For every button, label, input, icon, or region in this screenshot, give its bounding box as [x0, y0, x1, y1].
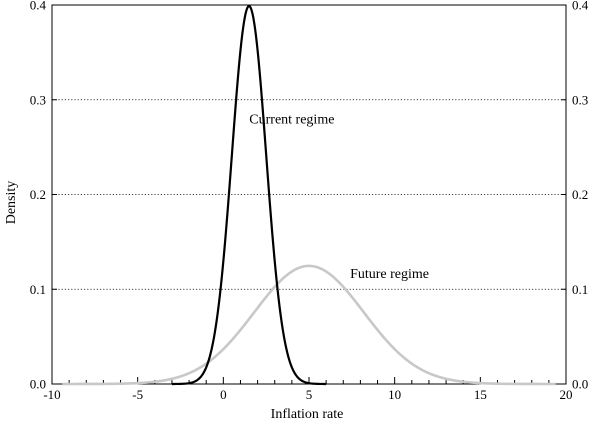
- y-tick-label-left: 0.1: [30, 282, 46, 297]
- y-tick-label-right: 0.0: [572, 377, 588, 392]
- annotation-current-regime: Current regime: [249, 112, 334, 127]
- x-tick-label: -5: [132, 387, 143, 402]
- y-tick-label-left: 0.4: [30, 0, 47, 13]
- y-tick-label-left: 0.3: [30, 92, 46, 107]
- x-tick-label: 0: [220, 387, 227, 402]
- y-tick-label-left: 0.2: [30, 187, 46, 202]
- x-axis-title: Inflation rate: [271, 407, 344, 422]
- y-tick-label-right: 0.2: [572, 187, 588, 202]
- x-tick-label: 5: [306, 387, 313, 402]
- y-tick-label-right: 0.4: [572, 0, 589, 13]
- y-tick-label-right: 0.1: [572, 282, 588, 297]
- series-line-future-regime: [61, 264, 557, 386]
- x-tick-label: 20: [560, 387, 573, 402]
- series-line-current-regime: [171, 4, 327, 386]
- y-tick-label-right: 0.3: [572, 92, 588, 107]
- x-tick-label: -10: [43, 387, 60, 402]
- x-tick-label: 10: [388, 387, 401, 402]
- y-axis-title: Density: [4, 181, 19, 225]
- y-tick-label-left: 0.0: [30, 377, 46, 392]
- annotation-future-regime: Future regime: [350, 267, 429, 282]
- x-tick-label: 15: [474, 387, 487, 402]
